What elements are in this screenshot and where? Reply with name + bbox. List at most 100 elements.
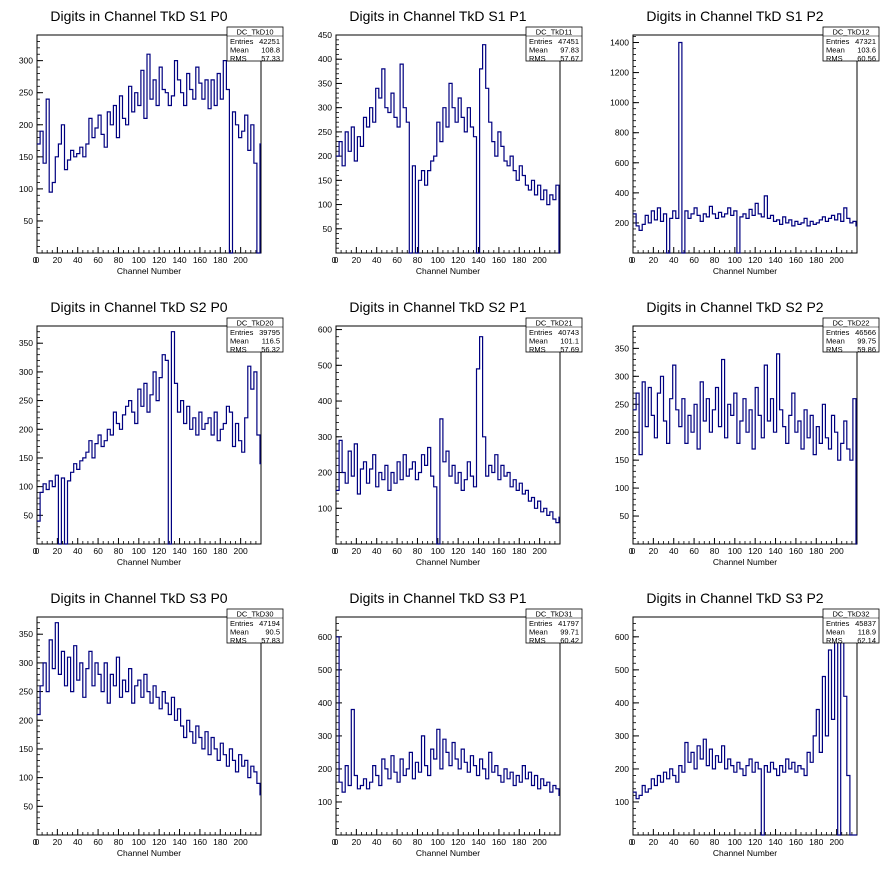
x-tick-label: 140 — [172, 837, 186, 847]
x-axis-title: Channel Number — [117, 266, 181, 276]
x-tick-label: 180 — [213, 255, 227, 265]
x-tick-label: 160 — [789, 255, 803, 265]
x-tick-label: 0 — [334, 837, 339, 847]
y-tick-label: 400 — [318, 698, 332, 708]
x-tick-label: 0 — [334, 546, 339, 556]
x-axis-title: Channel Number — [713, 266, 777, 276]
x-tick-label: 80 — [710, 546, 720, 556]
histogram-panel: Digits in Channel TkD S1 P1 0 20 40 60 80 100 1… — [318, 8, 583, 276]
y-tick-label: 150 — [318, 175, 332, 185]
x-tick-label: 0 — [631, 546, 636, 556]
stats-label: Mean — [826, 628, 845, 637]
x-tick-label: 20 — [53, 255, 63, 265]
y-tick-label: 450 — [318, 30, 332, 40]
x-tick-label: 40 — [73, 837, 83, 847]
chart-title: Digits in Channel TkD S2 P1 — [349, 299, 526, 315]
x-tick-label: 80 — [413, 546, 423, 556]
x-tick-label: 40 — [372, 546, 382, 556]
x-tick-label: 40 — [669, 546, 679, 556]
y-tick-label: 1000 — [610, 98, 629, 108]
y-tick-label: 500 — [318, 665, 332, 675]
y-tick-label: 100 — [19, 482, 33, 492]
plot-frame — [36, 616, 262, 836]
x-tick-label: 180 — [809, 546, 823, 556]
y-tick-label: 200 — [615, 764, 629, 774]
stats-value: 57.83 — [261, 636, 280, 645]
chart-title: Digits in Channel TkD S1 P1 — [349, 8, 526, 24]
x-tick-label: 200 — [533, 255, 547, 265]
stats-box — [822, 26, 880, 62]
series-line — [37, 331, 261, 545]
y-tick-label: 350 — [19, 338, 33, 348]
origin-label: 0 — [33, 837, 38, 847]
x-tick-label: 140 — [471, 546, 485, 556]
y-tick-label: 100 — [318, 200, 332, 210]
x-tick-label: 100 — [431, 837, 445, 847]
x-tick-label: 160 — [193, 546, 207, 556]
x-tick-label: 180 — [213, 837, 227, 847]
x-tick-label: 80 — [114, 255, 124, 265]
histogram-panel: Digits in Channel TkD S3 P1 0 20 40 60 80 100 1… — [318, 590, 583, 858]
stats-value: 39795 — [259, 328, 280, 337]
x-tick-label: 200 — [234, 546, 248, 556]
x-tick-label: 120 — [152, 837, 166, 847]
x-tick-label: 180 — [809, 255, 823, 265]
x-tick-label: 80 — [114, 837, 124, 847]
y-tick-label: 200 — [615, 427, 629, 437]
x-tick-label: 20 — [352, 546, 362, 556]
stats-value: 47321 — [855, 37, 876, 46]
chart-title: Digits in Channel TkD S3 P1 — [349, 590, 526, 606]
y-tick-label: 300 — [318, 103, 332, 113]
y-tick-label: 50 — [24, 216, 34, 226]
chart-title: Digits in Channel TkD S2 P0 — [50, 299, 227, 315]
x-tick-label: 100 — [132, 546, 146, 556]
x-tick-label: 60 — [689, 546, 699, 556]
x-tick-label: 120 — [451, 546, 465, 556]
stats-label: Entries — [230, 619, 254, 628]
chart-title: Digits in Channel TkD S1 P2 — [646, 8, 823, 24]
origin-label: 0 — [332, 546, 337, 556]
x-tick-label: 60 — [392, 546, 402, 556]
x-axis-title: Channel Number — [416, 266, 480, 276]
x-tick-label: 120 — [451, 837, 465, 847]
stats-name: DC_TkD10 — [236, 28, 273, 37]
stats-value: 101.1 — [560, 337, 579, 346]
x-tick-label: 160 — [492, 837, 506, 847]
x-tick-label: 20 — [53, 546, 63, 556]
plot-frame — [335, 325, 561, 545]
stats-value: 40743 — [558, 328, 579, 337]
x-tick-label: 140 — [768, 546, 782, 556]
y-tick-label: 100 — [615, 483, 629, 493]
stats-label: Entries — [529, 328, 553, 337]
x-tick-label: 0 — [35, 546, 40, 556]
x-tick-label: 100 — [728, 546, 742, 556]
x-tick-label: 200 — [830, 546, 844, 556]
x-tick-label: 160 — [492, 546, 506, 556]
x-tick-label: 0 — [631, 255, 636, 265]
stats-value: 57.33 — [261, 54, 280, 63]
stats-label: Mean — [529, 628, 548, 637]
y-tick-label: 200 — [19, 424, 33, 434]
y-tick-label: 150 — [19, 744, 33, 754]
histogram-panel: Digits in Channel TkD S1 P0 0 20 40 60 80 100 1… — [19, 8, 284, 276]
y-tick-label: 400 — [318, 396, 332, 406]
y-tick-label: 200 — [318, 468, 332, 478]
stats-label: RMS — [826, 636, 843, 645]
stats-box — [525, 608, 583, 644]
plot-frame — [632, 616, 858, 836]
x-axis-title: Channel Number — [117, 848, 181, 858]
x-tick-label: 80 — [710, 837, 720, 847]
stats-value: 47451 — [558, 37, 579, 46]
origin-label: 0 — [33, 546, 38, 556]
y-tick-label: 600 — [318, 325, 332, 335]
stats-label: RMS — [230, 636, 247, 645]
stats-label: RMS — [230, 54, 247, 63]
y-tick-label: 250 — [19, 687, 33, 697]
histogram-panel: Digits in Channel TkD S3 P0 0 20 40 60 80 100 1… — [19, 590, 284, 858]
x-axis-title: Channel Number — [713, 557, 777, 567]
y-tick-label: 50 — [24, 801, 34, 811]
x-tick-label: 120 — [748, 837, 762, 847]
chart-title: Digits in Channel TkD S3 P0 — [50, 590, 227, 606]
stats-value: 46566 — [855, 328, 876, 337]
y-tick-label: 500 — [318, 360, 332, 370]
